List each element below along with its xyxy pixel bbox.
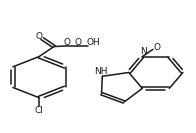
- Text: O: O: [35, 32, 42, 41]
- Text: N: N: [140, 47, 147, 56]
- Text: O: O: [63, 38, 70, 47]
- Text: O: O: [74, 38, 81, 47]
- Text: O: O: [154, 43, 161, 52]
- Text: OH: OH: [86, 38, 100, 47]
- Text: NH: NH: [95, 67, 108, 76]
- Text: Cl: Cl: [35, 106, 44, 115]
